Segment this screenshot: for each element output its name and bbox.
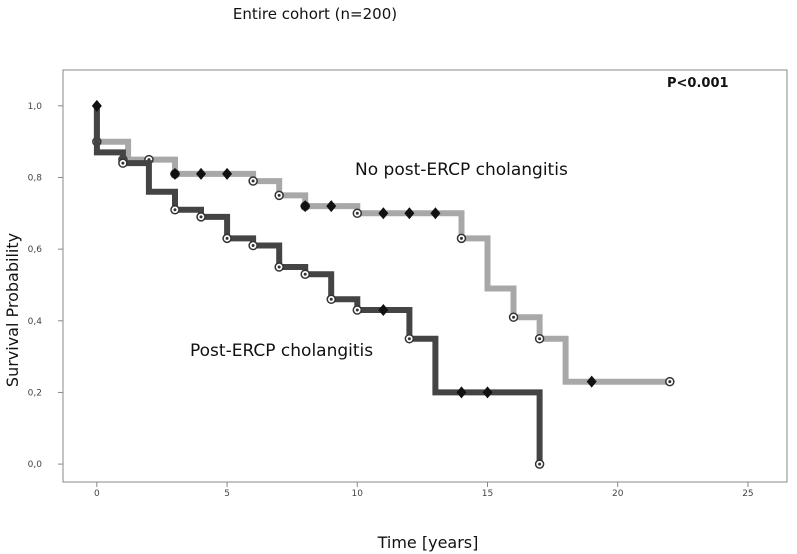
censor-marker-no-post-ercp (222, 167, 233, 180)
chart-title: Entire cohort (n=200) (233, 5, 397, 23)
event-marker-dot-no-post-ercp (355, 211, 359, 215)
y-axis-label: Survival Probability (3, 233, 22, 387)
event-marker-dot-post-ercp (355, 308, 359, 312)
event-marker-dot-post-ercp (251, 244, 255, 248)
plot-frame (62, 69, 788, 483)
y-tick-label: 0,2 (28, 388, 42, 398)
censor-marker-post-ercp (456, 386, 467, 399)
censor-marker-no-post-ercp (586, 375, 597, 388)
censor-marker-no-post-ercp (300, 200, 311, 213)
x-tick-label: 0 (94, 489, 100, 499)
event-marker-dot-no-post-ercp (277, 193, 281, 197)
y-tick-label: 1,0 (28, 102, 43, 112)
series-label-no-post-ercp: No post-ERCP cholangitis (355, 160, 568, 180)
event-marker-dot-post-ercp (121, 161, 125, 165)
event-marker-dot-no-post-ercp (459, 236, 463, 240)
censor-marker-no-post-ercp (404, 207, 415, 220)
series-line-no-post-ercp (93, 105, 670, 385)
event-marker-dot-no-post-ercp (538, 337, 542, 341)
event-marker-dot-no-post-ercp (251, 179, 255, 183)
x-axis-ticks: 0 5 10 15 20 25 (94, 482, 754, 499)
x-tick-label: 20 (612, 489, 624, 499)
x-tick-label: 15 (482, 489, 493, 499)
event-marker-dot-post-ercp (329, 297, 333, 301)
event-marker-dot-post-ercp (173, 208, 177, 212)
y-tick-label: 0,6 (28, 245, 43, 255)
series-label-post-ercp: Post-ERCP cholangitis (190, 341, 373, 361)
x-axis-label: Time [years] (377, 533, 479, 552)
p-value-annotation: P<0.001 (667, 76, 729, 91)
event-marker-dot-post-ercp (538, 462, 542, 466)
censor-marker-post-ercp (482, 386, 493, 399)
y-tick-label: 0,0 (28, 460, 43, 470)
event-marker-dot-no-post-ercp (668, 380, 672, 384)
y-tick-label: 0,4 (28, 317, 43, 327)
censor-marker-no-post-ercp (326, 200, 337, 213)
series-layer (91, 99, 675, 469)
x-tick-label: 10 (352, 489, 364, 499)
censor-marker-no-post-ercp (196, 167, 207, 180)
censor-marker-post-ercp (378, 304, 389, 317)
event-marker-dot-post-ercp (407, 337, 411, 341)
y-tick-label: 0,8 (28, 173, 43, 183)
x-tick-label: 25 (742, 489, 753, 499)
event-marker-dot-post-ercp (303, 272, 307, 276)
y-axis-ticks: 0,0 0,2 0,4 0,6 0,8 1,0 (28, 102, 63, 470)
censor-marker-no-post-ercp (169, 167, 180, 180)
event-marker-dot-post-ercp (277, 265, 281, 269)
event-marker-dot-post-ercp (199, 215, 203, 219)
censor-marker-post-ercp (91, 99, 102, 112)
censor-marker-no-post-ercp (430, 207, 441, 220)
series-line-post-ercp (93, 105, 543, 465)
event-marker-dot-post-ercp (225, 236, 229, 240)
event-marker-dot-no-post-ercp (512, 315, 516, 319)
censor-marker-no-post-ercp (378, 207, 389, 220)
x-tick-label: 5 (224, 489, 230, 499)
